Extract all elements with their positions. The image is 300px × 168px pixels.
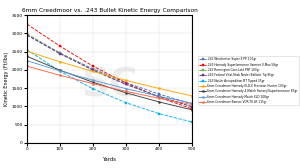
Title: 6mm Creedmoor vs. .243 Bullet Kinetic Energy Comparison: 6mm Creedmoor vs. .243 Bullet Kinetic En… [22,8,197,13]
Text: SC: SC [81,66,138,104]
X-axis label: Yards: Yards [103,157,116,161]
Y-axis label: Kinetic Energy (Ft/lbs): Kinetic Energy (Ft/lbs) [4,52,9,106]
Legend: .243 Winchester Super-X PP 100gr, .243 Hornady Superformance Varmint V-Max 58gr,: .243 Winchester Super-X PP 100gr, .243 H… [198,56,299,105]
